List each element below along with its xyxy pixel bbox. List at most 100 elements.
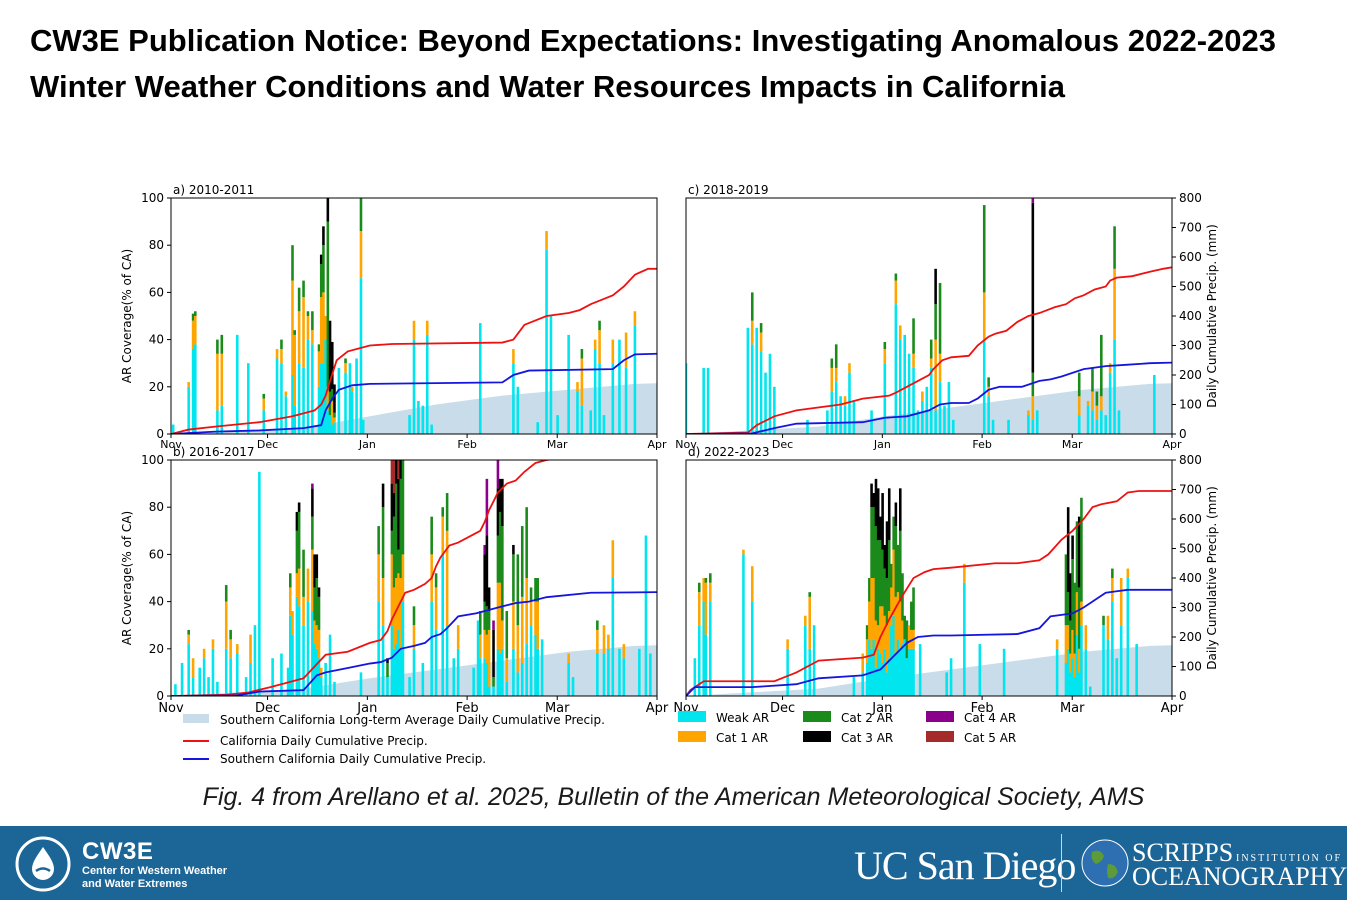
ar-bar [492, 620, 495, 630]
x-tick-label: Mar [547, 438, 568, 451]
ar-bar [311, 488, 314, 517]
ar-bar [1071, 658, 1074, 696]
y-tick-label: 40 [149, 595, 164, 609]
ar-bar [445, 493, 449, 531]
ar-bar [322, 292, 325, 364]
ar-bar [874, 667, 878, 696]
ar-bar [1073, 653, 1077, 678]
ar-bar [302, 297, 305, 368]
ar-bar [1071, 629, 1074, 659]
ar-bar [326, 386, 330, 411]
ar-bar [311, 516, 314, 550]
ar-bar [929, 358, 933, 368]
ar-bar [907, 648, 911, 696]
cw3e-subtitle-2: and Water Extremes [82, 878, 188, 890]
legend-swatch-cat3 [803, 731, 831, 742]
ar-bar [912, 648, 915, 696]
ar-bar [244, 677, 248, 696]
ar-bar [483, 544, 486, 555]
x-tick-label: Jan [356, 701, 377, 716]
ar-bar [397, 629, 400, 696]
ar-bar [905, 658, 909, 696]
ar-bar [386, 658, 389, 663]
ar-bar [602, 415, 606, 434]
ar-bar [289, 587, 292, 616]
ar-bar [293, 334, 296, 406]
ar-bar [1077, 672, 1081, 696]
socal-cumulative-line [686, 588, 1172, 696]
ar-bar [253, 625, 257, 696]
ar-bar [330, 389, 334, 401]
ar-bar [297, 502, 301, 512]
ar-bar [1066, 648, 1070, 696]
ar-bar [306, 316, 310, 340]
ar-bar [311, 311, 314, 331]
ar-bar [1002, 648, 1006, 696]
ar-bar [187, 382, 190, 387]
legend-swatch-cat2 [803, 711, 831, 722]
plot-area [686, 478, 1172, 696]
ar-bar [618, 648, 621, 696]
ar-bar [330, 400, 334, 425]
ar-bar [534, 634, 537, 696]
ar-bar [302, 625, 305, 696]
ar-bar [596, 629, 599, 654]
socal-cumulative-line [686, 361, 1172, 434]
ar-bar [742, 554, 745, 696]
ar-bar [545, 231, 548, 250]
ar-bar [476, 620, 480, 696]
ar-bar [704, 578, 708, 583]
ar-bar [191, 677, 195, 696]
ar-bar [313, 644, 316, 696]
ar-bar [313, 554, 316, 588]
ar-bar [280, 349, 283, 364]
chart-panel-1: a) 2010-2011 Nov Dec Jan Feb Mar Apr 0 20 40 60 80 1… [120, 183, 667, 451]
ar-bar [934, 304, 937, 340]
ar-bar [483, 554, 486, 602]
y-tick-label: 600 [1179, 250, 1202, 264]
ar-bar [344, 358, 347, 364]
ar-bar [834, 367, 838, 383]
ar-bar [392, 587, 396, 649]
ar-bar [991, 419, 995, 434]
y-tick-label: 200 [1179, 368, 1202, 382]
ar-bar [397, 573, 400, 630]
ar-bar [952, 419, 955, 434]
ar-bar [247, 363, 250, 434]
ar-bar [485, 634, 489, 663]
ar-bar [216, 410, 219, 434]
ar-bar [580, 358, 584, 406]
plot-area [171, 460, 657, 696]
ar-bar [483, 601, 486, 630]
ar-bar [313, 587, 316, 621]
ar-bar [898, 488, 902, 531]
ar-bar [425, 334, 429, 434]
ar-bar [885, 672, 889, 696]
ar-bar [693, 658, 697, 696]
ar-bar [386, 677, 389, 696]
ar-bar [883, 341, 887, 350]
ar-bar [1031, 419, 1035, 434]
ar-bar [1119, 578, 1123, 626]
ar-bar [328, 415, 332, 434]
ar-bar [1069, 653, 1072, 673]
ar-bar [390, 625, 394, 696]
x-tick-label: Apr [1161, 701, 1184, 716]
ar-bar [598, 320, 601, 331]
ar-bar [317, 587, 321, 597]
ca-cumulative-line [686, 490, 1172, 696]
ar-bar [876, 540, 880, 626]
ar-bar [412, 339, 416, 434]
ar-bar [910, 601, 913, 630]
ar-bar [806, 419, 809, 434]
ar-bar [1100, 396, 1103, 411]
ar-bar [872, 493, 876, 508]
ar-bar [1111, 578, 1114, 602]
panel-label: a) 2010-2011 [173, 183, 254, 197]
ar-bar [1007, 419, 1010, 434]
ar-bar [885, 578, 889, 626]
ar-bar [496, 535, 500, 583]
ar-bar [478, 658, 482, 696]
ar-bar [1080, 497, 1083, 602]
